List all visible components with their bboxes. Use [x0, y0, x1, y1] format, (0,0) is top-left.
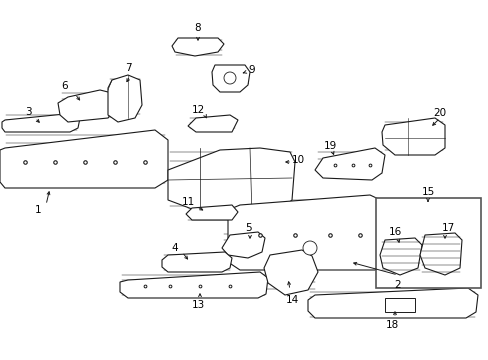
Polygon shape	[264, 250, 317, 295]
Polygon shape	[2, 113, 80, 132]
Bar	[375, 198, 480, 288]
Polygon shape	[162, 252, 231, 272]
Text: 11: 11	[181, 197, 194, 207]
Text: 3: 3	[24, 107, 31, 117]
Polygon shape	[222, 232, 264, 258]
Polygon shape	[108, 75, 142, 122]
Text: 10: 10	[291, 155, 304, 165]
Polygon shape	[212, 65, 249, 92]
Polygon shape	[168, 148, 294, 215]
Text: 8: 8	[194, 23, 201, 33]
Text: 13: 13	[191, 300, 204, 310]
Polygon shape	[379, 238, 421, 275]
Text: 15: 15	[421, 187, 434, 197]
Text: 1: 1	[35, 205, 41, 215]
Polygon shape	[307, 288, 477, 318]
Polygon shape	[419, 233, 461, 275]
Text: 18: 18	[385, 320, 398, 330]
Polygon shape	[187, 115, 238, 132]
Circle shape	[303, 241, 316, 255]
Text: 14: 14	[285, 295, 298, 305]
Text: 7: 7	[124, 63, 131, 73]
Polygon shape	[227, 195, 387, 270]
Text: 17: 17	[441, 223, 454, 233]
Text: 4: 4	[171, 243, 178, 253]
Polygon shape	[185, 205, 238, 220]
Text: 12: 12	[191, 105, 204, 115]
Polygon shape	[58, 90, 115, 122]
Polygon shape	[172, 38, 224, 56]
Text: 16: 16	[387, 227, 401, 237]
Polygon shape	[0, 130, 168, 188]
Circle shape	[224, 72, 236, 84]
Text: 20: 20	[432, 108, 446, 118]
Polygon shape	[120, 272, 267, 298]
Bar	[384, 298, 414, 312]
Text: 9: 9	[248, 65, 255, 75]
Text: 5: 5	[244, 223, 251, 233]
Text: 6: 6	[61, 81, 68, 91]
Polygon shape	[381, 118, 444, 155]
Text: 2: 2	[394, 280, 401, 290]
Polygon shape	[314, 148, 384, 180]
Text: 19: 19	[323, 141, 336, 151]
